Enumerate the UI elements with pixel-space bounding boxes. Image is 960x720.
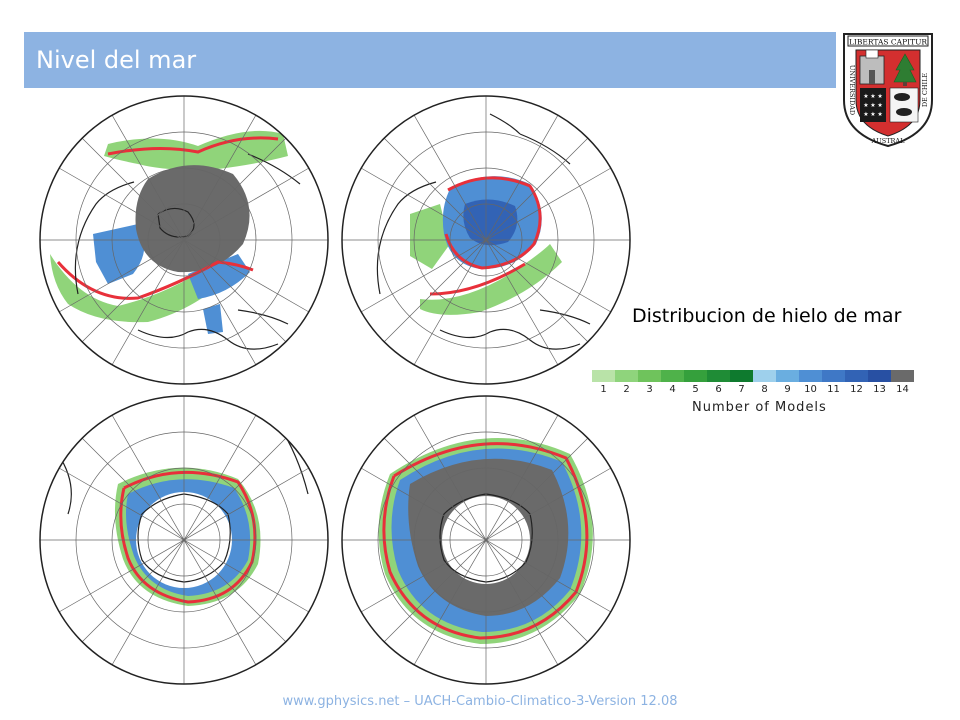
slide-footer: www.gphysics.net – UACH-Cambio-Climatico… xyxy=(282,694,678,709)
polar-map-antarctic-2 xyxy=(340,394,632,686)
legend-tick-label: 8 xyxy=(761,384,768,395)
legend-swatch xyxy=(868,370,891,382)
crest-ring-left: UNIVERSIDAD xyxy=(848,65,856,115)
legend-swatch xyxy=(661,370,684,382)
legend-tick-label: 5 xyxy=(692,384,699,395)
crest-ring-right: DE CHILE xyxy=(921,73,929,108)
legend-ticks: 1 2 3 4 5 6 7 8 9 10 11 12 13 14 xyxy=(592,384,914,396)
legend-tick-label: 4 xyxy=(669,384,676,395)
university-crest-logo: LIBERTAS CAPITUR ★ ★ ★ ★ ★ ★ ★ ★ ★ UNIVE… xyxy=(838,30,938,150)
legend-tick-label: 10 xyxy=(804,384,817,395)
legend-tick-label: 14 xyxy=(896,384,909,395)
legend-tick-label: 9 xyxy=(784,384,791,395)
legend-swatch xyxy=(707,370,730,382)
crest-motto: LIBERTAS CAPITUR xyxy=(849,38,927,47)
legend-swatch xyxy=(799,370,822,382)
legend-title: Number of Models xyxy=(692,400,827,415)
title-bar: Nivel del mar xyxy=(24,32,836,88)
legend-swatch xyxy=(845,370,868,382)
color-legend: 1 2 3 4 5 6 7 8 9 10 11 12 13 14 Number of Models xyxy=(592,370,918,420)
slide-caption: Distribucion de hielo de mar xyxy=(632,305,902,327)
legend-swatch xyxy=(638,370,661,382)
legend-tick-label: 12 xyxy=(850,384,863,395)
polar-map-arctic-1 xyxy=(38,94,330,386)
legend-swatch xyxy=(822,370,845,382)
legend-swatch xyxy=(776,370,799,382)
legend-swatches xyxy=(592,370,914,382)
svg-text:★ ★ ★: ★ ★ ★ xyxy=(863,93,882,100)
polar-map-antarctic-1 xyxy=(38,394,330,686)
legend-swatch xyxy=(891,370,914,382)
legend-swatch xyxy=(730,370,753,382)
slide-title: Nivel del mar xyxy=(36,46,197,74)
legend-tick-label: 11 xyxy=(827,384,840,395)
legend-tick-label: 2 xyxy=(623,384,630,395)
legend-tick-label: 13 xyxy=(873,384,886,395)
legend-tick-label: 1 xyxy=(600,384,607,395)
legend-swatch xyxy=(684,370,707,382)
polar-map-arctic-2 xyxy=(340,94,632,386)
svg-text:★ ★ ★: ★ ★ ★ xyxy=(863,111,882,118)
svg-text:★ ★ ★: ★ ★ ★ xyxy=(863,102,882,109)
legend-tick-label: 6 xyxy=(715,384,722,395)
legend-tick-label: 7 xyxy=(738,384,745,395)
legend-swatch xyxy=(592,370,615,382)
legend-swatch xyxy=(753,370,776,382)
legend-tick-label: 3 xyxy=(646,384,653,395)
crest-ring-bottom: AUSTRAL xyxy=(871,137,906,145)
legend-swatch xyxy=(615,370,638,382)
